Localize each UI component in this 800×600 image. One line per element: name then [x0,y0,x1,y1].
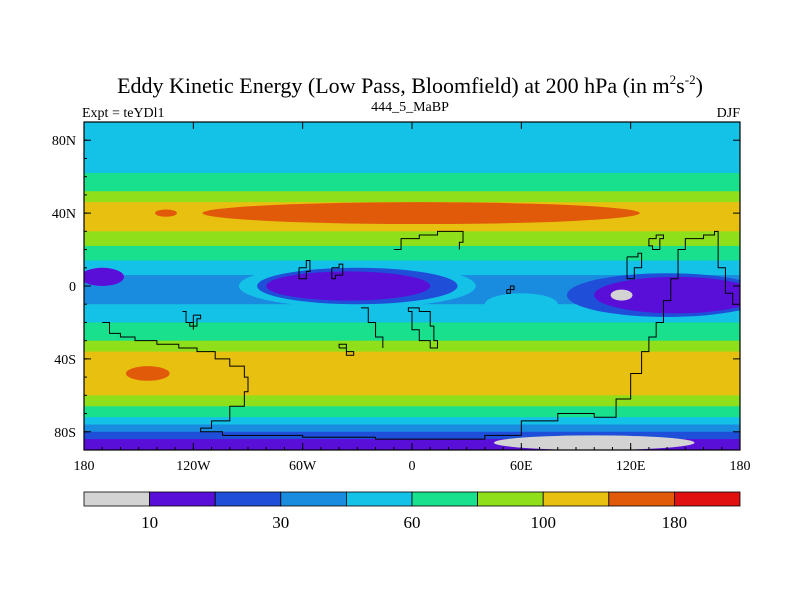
x-tick-label-4: 60E [510,459,533,474]
contour-band-13 [84,395,740,407]
contour-blob-8 [610,289,633,301]
coastline-10 [626,252,643,280]
contour-blob-0 [202,202,640,225]
subtitle-left: Expt = teYDl1 [82,106,165,121]
contour-blob-7 [594,276,740,314]
colorbar-label-4: 180 [662,513,688,532]
coastline-1 [182,311,194,330]
contour-band-1 [84,140,740,174]
y-tick-label-4: 80S [54,426,76,441]
contour-blob-10 [484,293,558,316]
contour-band-15 [84,417,740,425]
x-tick-label-5: 120E [616,459,646,474]
colorbar-box-8 [608,491,675,507]
contour-band-11 [84,340,740,353]
contour-blob-5 [266,271,431,301]
x-tick-label-0: 180 [74,459,95,474]
coastline-3 [360,307,384,348]
coastline-11 [648,234,664,251]
coastline-9 [506,285,515,294]
contour-fill-layer [84,122,740,450]
chart-title: Eddy Kinetic Energy (Low Pass, Bloomfiel… [117,72,703,98]
colorbar-box-4 [345,491,413,507]
contour-band-2 [84,173,740,192]
y-tick-label-2: 0 [69,280,76,295]
contour-band-0 [84,122,740,141]
x-tick-label-6: 180 [730,459,751,474]
contour-band-14 [84,406,740,418]
colorbar-box-2 [214,491,282,507]
contour-blob-11 [494,435,695,450]
y-tick-label-0: 80N [52,134,76,149]
contour-blob-2 [125,366,170,381]
colorbar-box-9 [674,491,741,507]
colorbar-box-7 [542,491,610,507]
coastline-0 [102,230,740,440]
y-tick-label-1: 40N [52,207,76,222]
colorbar-box-5 [411,491,478,507]
contour-band-3 [84,191,740,203]
contour-band-17 [84,431,740,440]
contour-band-6 [84,245,740,261]
coastline-4 [338,343,355,356]
colorbar-box-0 [83,491,150,507]
colorbar-box-6 [477,491,544,507]
coastline-2 [189,314,202,327]
subtitle-right: DJF [717,106,741,121]
colorbar-box-3 [280,491,347,507]
contour-band-16 [84,424,740,433]
colorbar-label-3: 100 [530,513,556,532]
coastline-8 [331,263,344,280]
x-tick-label-1: 120W [176,459,211,474]
coastline-layer [102,230,740,440]
x-tick-label-2: 60W [289,459,317,474]
subtitle-center: 444_5_MaBP [371,100,449,115]
colorbar-label-0: 10 [141,513,158,532]
colorbar-label-1: 30 [272,513,289,532]
coastline-6 [393,230,464,251]
contour-blob-1 [155,209,177,217]
y-tick-label-3: 40S [54,353,76,368]
coastline-5 [407,307,439,349]
coastline-7 [298,259,311,280]
colorbar: 10 30 60 100 180 [83,491,741,532]
axis-ticks: 180 120W 60W 0 60E 120E 180 80N 40N 0 40S 80S [52,121,751,474]
contour-blob-9 [84,267,125,286]
contour-band-10 [84,322,740,342]
x-tick-label-3: 0 [409,459,416,474]
colorbar-box-1 [149,491,216,507]
colorbar-label-2: 60 [404,513,421,532]
